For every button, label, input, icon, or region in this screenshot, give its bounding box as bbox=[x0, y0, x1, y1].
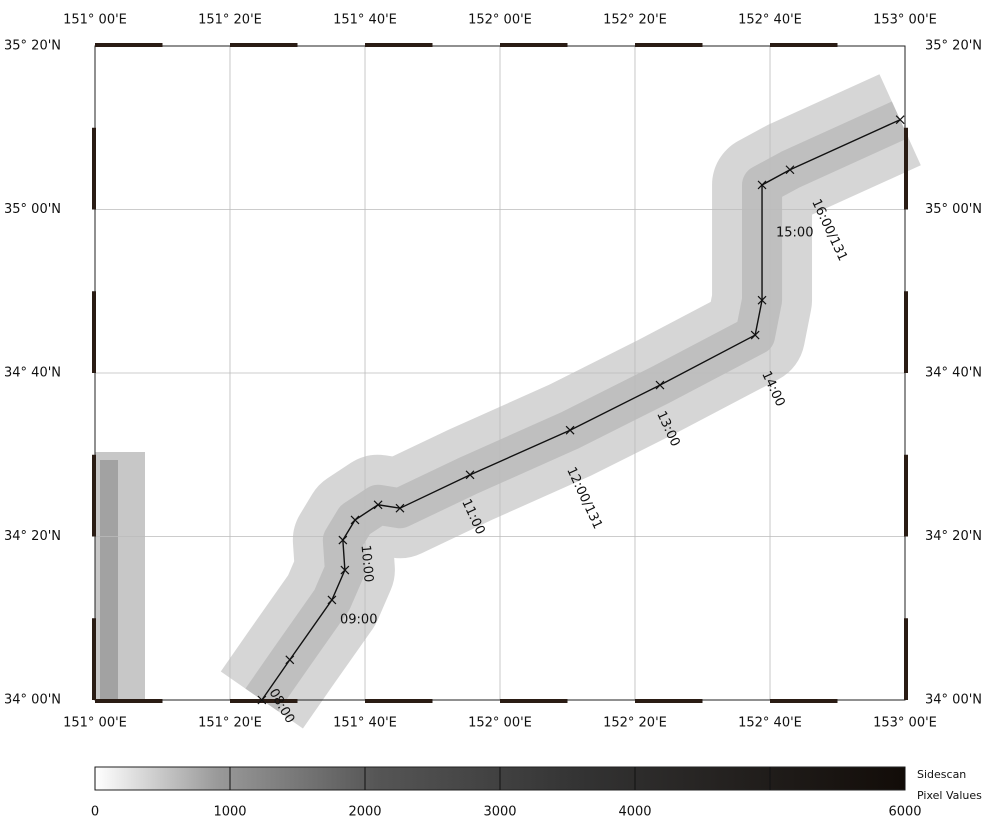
frame-bar bbox=[230, 699, 298, 703]
lon-label: 151° 00'E bbox=[63, 716, 127, 731]
lat-label: 35° 20'N bbox=[4, 39, 61, 54]
lat-label: 34° 40'N bbox=[925, 365, 982, 380]
track-marker bbox=[565, 425, 575, 435]
lat-label: 35° 00'N bbox=[925, 202, 982, 217]
lon-label: 152° 20'E bbox=[603, 13, 667, 28]
ship-track bbox=[261, 119, 901, 701]
time-label: 10:00 bbox=[358, 544, 376, 583]
frame-bar bbox=[92, 127, 96, 210]
frame-bar bbox=[92, 291, 96, 373]
lat-label: 35° 00'N bbox=[4, 202, 61, 217]
frame-bar bbox=[365, 43, 433, 47]
track-marker bbox=[257, 695, 267, 705]
lon-label: 153° 00'E bbox=[873, 716, 937, 731]
colorbar-tick-label: 2000 bbox=[348, 805, 381, 820]
frame-bar bbox=[635, 699, 703, 703]
frame-bar bbox=[635, 43, 703, 47]
lat-label: 34° 00'N bbox=[925, 693, 982, 708]
colorbar-tick-label: 0 bbox=[91, 805, 99, 820]
frame-bar bbox=[95, 699, 163, 703]
lat-label: 34° 20'N bbox=[925, 529, 982, 544]
lon-label: 151° 20'E bbox=[198, 716, 262, 731]
lon-label: 152° 40'E bbox=[738, 13, 802, 28]
time-label: 09:00 bbox=[340, 613, 377, 628]
frame-bar bbox=[500, 699, 568, 703]
frame-bar bbox=[230, 43, 298, 47]
frame-bar bbox=[904, 618, 908, 700]
track-marker bbox=[327, 595, 337, 605]
frame-bar bbox=[770, 43, 838, 47]
colorbar-title: Pixel Values bbox=[917, 789, 982, 802]
colorbar-tick-label: 3000 bbox=[483, 805, 516, 820]
lon-label: 152° 40'E bbox=[738, 716, 802, 731]
track-marker bbox=[340, 565, 350, 575]
track-marker bbox=[373, 500, 383, 510]
frame-bar bbox=[904, 127, 908, 210]
frame-bar bbox=[92, 454, 96, 537]
track-marker bbox=[757, 180, 767, 190]
track-marker bbox=[338, 535, 348, 545]
lat-label: 35° 20'N bbox=[925, 39, 982, 54]
frame-bar bbox=[904, 454, 908, 537]
track-marker bbox=[285, 655, 295, 665]
lon-label: 152° 20'E bbox=[603, 716, 667, 731]
colorbar-tick-label: 4000 bbox=[618, 805, 651, 820]
track-marker bbox=[757, 295, 767, 305]
track-marker bbox=[895, 115, 905, 125]
frame-bar bbox=[92, 618, 96, 700]
lon-label: 152° 00'E bbox=[468, 716, 532, 731]
lat-label: 34° 00'N bbox=[4, 693, 61, 708]
frame-bar bbox=[365, 699, 433, 703]
frame-bar bbox=[95, 43, 163, 47]
track-marker bbox=[655, 380, 665, 390]
time-label: 15:00 bbox=[776, 226, 813, 241]
track-marker bbox=[750, 330, 760, 340]
frame-bar bbox=[904, 291, 908, 373]
lon-label: 151° 20'E bbox=[198, 13, 262, 28]
track-marker bbox=[395, 503, 405, 513]
track-marker bbox=[350, 515, 360, 525]
colorbar-title: Sidescan bbox=[917, 768, 966, 781]
lat-label: 34° 20'N bbox=[4, 529, 61, 544]
track-marker bbox=[465, 470, 475, 480]
track-marker bbox=[785, 165, 795, 175]
lon-label: 152° 00'E bbox=[468, 13, 532, 28]
frame-bar bbox=[500, 43, 568, 47]
lon-label: 151° 00'E bbox=[63, 13, 127, 28]
sidescan-strip-core bbox=[100, 460, 118, 700]
colorbar-tick-label: 6000 bbox=[888, 805, 921, 820]
colorbar-tick-label: 1000 bbox=[213, 805, 246, 820]
frame-bar bbox=[770, 699, 838, 703]
lat-label: 34° 40'N bbox=[4, 365, 61, 380]
lon-label: 151° 40'E bbox=[333, 716, 397, 731]
lon-label: 151° 40'E bbox=[333, 13, 397, 28]
lon-label: 153° 00'E bbox=[873, 13, 937, 28]
